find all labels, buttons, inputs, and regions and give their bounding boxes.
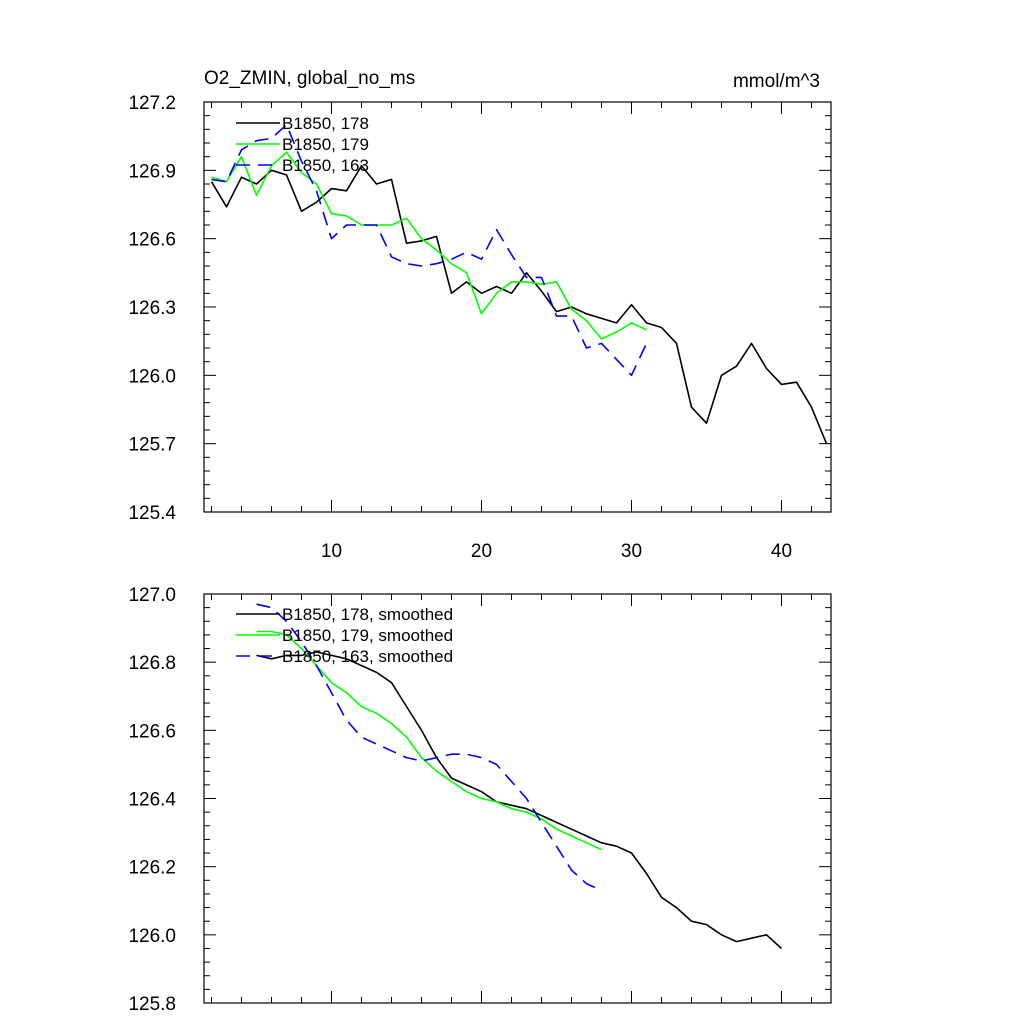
bottom-legend-label-2: B1850, 179, smoothed	[282, 626, 453, 645]
top-y-tick-label: 127.2	[128, 93, 176, 114]
top-x-tick-label: 10	[321, 541, 342, 562]
bottom-y-tick-label: 126.0	[128, 926, 176, 947]
bottom-legend-label-3: B1850, 163, smoothed	[282, 647, 453, 666]
top-legend-label-1: B1850, 178	[282, 114, 369, 133]
top-series-line-2	[211, 151, 647, 340]
top-series-line-3	[211, 124, 648, 377]
top-plot-title: O2_ZMIN, global_no_ms	[204, 68, 415, 89]
bottom-plot: 125.8 126.0 126.2 126.4 126.6 126.8 127.0 B1850…	[128, 585, 832, 1015]
bottom-series-line-3	[256, 603, 602, 892]
top-y-tick-label: 125.7	[128, 435, 176, 456]
top-y-tick-label: 126.6	[128, 230, 176, 251]
bottom-y-tick-label: 126.8	[128, 653, 176, 674]
top-y-tick-label: 126.0	[128, 366, 176, 387]
top-legend-label-2: B1850, 179	[282, 135, 369, 154]
bottom-series-line-1	[256, 651, 783, 950]
bottom-y-tick-label: 125.8	[128, 994, 176, 1015]
top-plot: O2_ZMIN, global_no_ms mmol/m^3 10 20 30 40 1…	[128, 68, 832, 562]
top-plot-units: mmol/m^3	[733, 71, 820, 92]
bottom-y-tick-label: 126.6	[128, 721, 176, 742]
top-y-tick-label: 126.3	[128, 298, 176, 319]
top-x-tick-label: 30	[621, 541, 642, 562]
bottom-y-tick-label: 126.4	[128, 790, 176, 811]
top-x-tick-label: 20	[471, 541, 492, 562]
bottom-legend-label-1: B1850, 178, smoothed	[282, 605, 453, 624]
top-y-tick-label: 125.4	[128, 503, 176, 524]
bottom-y-tick-label: 126.2	[128, 858, 176, 879]
bottom-y-tick-label: 127.0	[128, 585, 176, 606]
top-x-tick-label: 40	[771, 541, 792, 562]
top-y-tick-label: 126.9	[128, 161, 176, 182]
bottom-series-line-2	[256, 630, 602, 851]
top-series-line-1	[210, 165, 828, 445]
top-legend-label-3: B1850, 163	[282, 156, 369, 175]
